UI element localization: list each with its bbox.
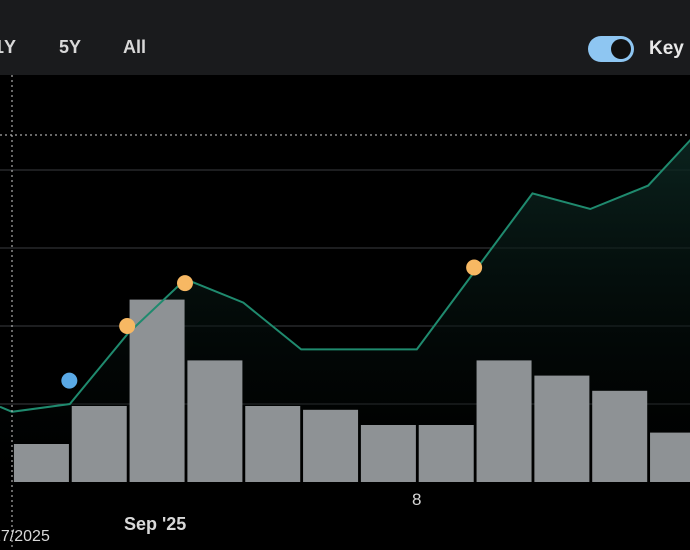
key-events-toggle[interactable] bbox=[588, 36, 634, 62]
toggle-knob bbox=[611, 39, 631, 59]
volume-bar bbox=[418, 425, 474, 482]
volume-bar bbox=[592, 390, 648, 482]
price-line bbox=[0, 138, 690, 413]
chart-plot-area[interactable]: 27/2025 Sep '25 8 bbox=[0, 75, 690, 550]
x-tick-label: 8 bbox=[412, 490, 421, 509]
earnings-marker bbox=[176, 275, 193, 292]
key-events-control: Key bbox=[588, 36, 684, 62]
x-tick-label: Sep '25 bbox=[124, 514, 186, 534]
volume-bar bbox=[360, 425, 416, 482]
volume-bar bbox=[650, 432, 690, 482]
range-all-button[interactable]: All bbox=[123, 37, 147, 57]
chart-toolbar: 1Y 5Y All Key bbox=[0, 0, 690, 75]
range-5y-button[interactable]: 5Y bbox=[59, 37, 82, 57]
range-1y-button[interactable]: 1Y bbox=[0, 36, 16, 58]
volume-bar bbox=[245, 406, 301, 482]
volume-bar bbox=[71, 406, 127, 482]
volume-bar bbox=[303, 409, 359, 482]
x-tick-label: 27/2025 bbox=[0, 528, 50, 545]
volume-bar bbox=[13, 444, 69, 482]
volume-bar bbox=[129, 299, 185, 482]
volume-bar bbox=[534, 375, 590, 482]
dividend-marker bbox=[61, 372, 78, 389]
key-events-label: Key bbox=[649, 38, 684, 59]
volume-bar bbox=[476, 360, 532, 482]
earnings-marker bbox=[466, 259, 483, 276]
volume-bar bbox=[187, 360, 243, 482]
earnings-marker bbox=[119, 318, 136, 334]
price-chart: 27/2025 Sep '25 8 bbox=[0, 75, 690, 550]
